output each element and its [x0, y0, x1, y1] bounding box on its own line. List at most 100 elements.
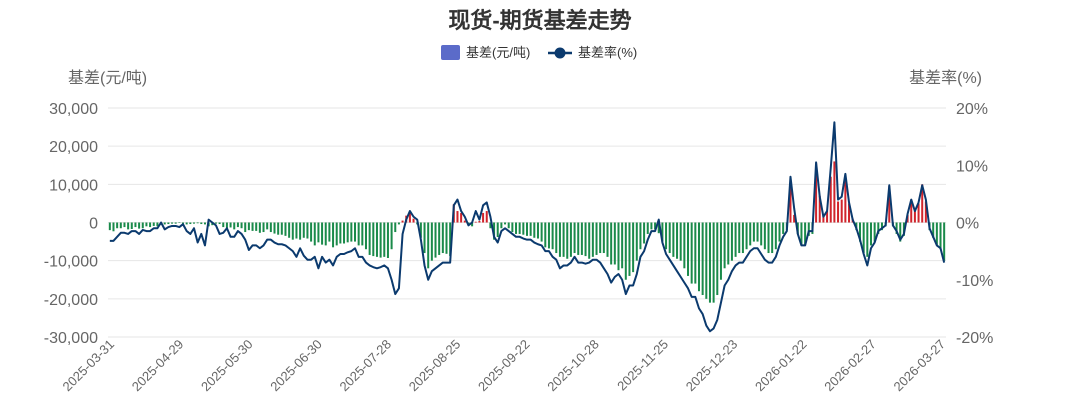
basis-bar — [697, 222, 700, 292]
basis-bar — [771, 222, 774, 254]
basis-bar — [939, 222, 942, 250]
basis-bar — [522, 222, 525, 235]
basis-bar — [449, 222, 452, 257]
basis-bar — [255, 222, 258, 231]
basis-bar — [613, 222, 616, 265]
basis-bar — [357, 222, 360, 246]
x-tick-label: 2026-02-27 — [821, 337, 879, 395]
basis-bar — [880, 222, 883, 231]
y-left-tick-label: 10,000 — [49, 177, 98, 194]
basis-bar — [504, 222, 507, 225]
chart-title: 现货-期货基差走势 — [448, 8, 631, 33]
basis-bar — [141, 222, 144, 229]
basis-bar — [127, 222, 130, 230]
basis-bar — [277, 222, 280, 235]
y-right-axis-name: 基差率(%) — [909, 69, 982, 87]
basis-bar — [511, 222, 514, 233]
basis-bar — [555, 222, 558, 254]
basis-bar — [661, 222, 664, 242]
basis-bar — [291, 222, 294, 240]
x-tick-label: 2025-11-25 — [614, 337, 671, 394]
y-left-tick-label: -10,000 — [44, 254, 98, 271]
basis-bar — [258, 222, 261, 233]
basis-bar — [438, 222, 441, 255]
x-tick-label: 2026-03-27 — [890, 337, 948, 395]
basis-bar — [774, 222, 777, 250]
basis-bar — [434, 222, 437, 258]
basis-bar — [474, 221, 477, 223]
basis-bar — [419, 222, 422, 238]
basis-bar — [932, 222, 935, 238]
basis-bar — [752, 222, 755, 242]
basis-bar — [782, 222, 785, 234]
basis-bar — [621, 222, 624, 269]
basis-bar — [617, 222, 620, 271]
basis-bar — [394, 222, 397, 233]
basis-bar — [676, 222, 679, 259]
basis-bar — [533, 222, 536, 238]
basis-bar — [749, 222, 752, 246]
basis-bar — [430, 222, 433, 261]
basis-bar — [679, 222, 682, 261]
basis-bar — [767, 222, 770, 254]
basis-bar — [427, 222, 430, 269]
basis-bar — [515, 222, 518, 234]
basis-bar — [690, 222, 693, 284]
basis-bar — [558, 222, 561, 257]
basis-bar — [672, 222, 675, 257]
basis-bar — [302, 222, 305, 238]
basis-bar — [306, 222, 309, 239]
basis-bar — [793, 214, 796, 223]
y-right-tick-label: 20% — [956, 101, 988, 118]
basis-bar — [123, 222, 126, 228]
basis-bar — [606, 222, 609, 257]
basis-bar — [383, 222, 386, 257]
y-left-tick-label: -20,000 — [44, 292, 98, 309]
basis-bar — [251, 222, 254, 231]
basis-bar — [397, 222, 400, 225]
basis-bar — [778, 222, 781, 242]
basis-bar — [595, 222, 598, 255]
basis-bar — [815, 163, 818, 223]
legend: 基差(元/吨) 基差率(%) — [441, 45, 637, 60]
basis-bar — [602, 222, 605, 254]
basis-bar — [412, 218, 415, 223]
basis-bar — [247, 222, 250, 231]
basis-bar — [826, 211, 829, 223]
basis-bar — [273, 222, 276, 234]
basis-bar — [525, 222, 528, 236]
basis-bar — [562, 222, 565, 257]
y-right-tick-label: 0% — [956, 216, 979, 233]
basis-bar — [185, 222, 188, 225]
basis-bar — [493, 222, 496, 240]
basis-bar — [218, 222, 221, 225]
basis-bar — [705, 222, 708, 299]
basis-bar — [822, 214, 825, 223]
basis-bar — [138, 222, 141, 229]
basis-bar — [756, 222, 759, 242]
basis-bar — [189, 222, 192, 225]
basis-bar — [489, 222, 492, 229]
basis-bar — [859, 222, 862, 242]
basis-bar — [807, 222, 810, 236]
basis-bar — [544, 222, 547, 248]
basis-bar — [328, 222, 331, 242]
basis-bar — [174, 222, 177, 224]
x-tick-label: 2025-10-28 — [544, 337, 602, 395]
basis-bar — [295, 222, 298, 239]
basis-bar — [269, 222, 272, 233]
basis-bar — [317, 222, 320, 243]
basis-bar — [478, 220, 481, 223]
basis-bar — [536, 222, 539, 239]
basis-bar — [108, 222, 111, 231]
y-left-tick-label: 30,000 — [49, 101, 98, 118]
basis-bar — [804, 222, 807, 246]
basis-bar — [877, 222, 880, 234]
basis-bar — [573, 222, 576, 254]
basis-bar — [719, 222, 722, 280]
legend-item-basis[interactable]: 基差(元/吨) — [441, 45, 530, 60]
basis-bar — [266, 222, 269, 230]
basis-bar — [800, 222, 803, 246]
legend-item-basis-rate[interactable]: 基差率(%) — [548, 45, 637, 60]
